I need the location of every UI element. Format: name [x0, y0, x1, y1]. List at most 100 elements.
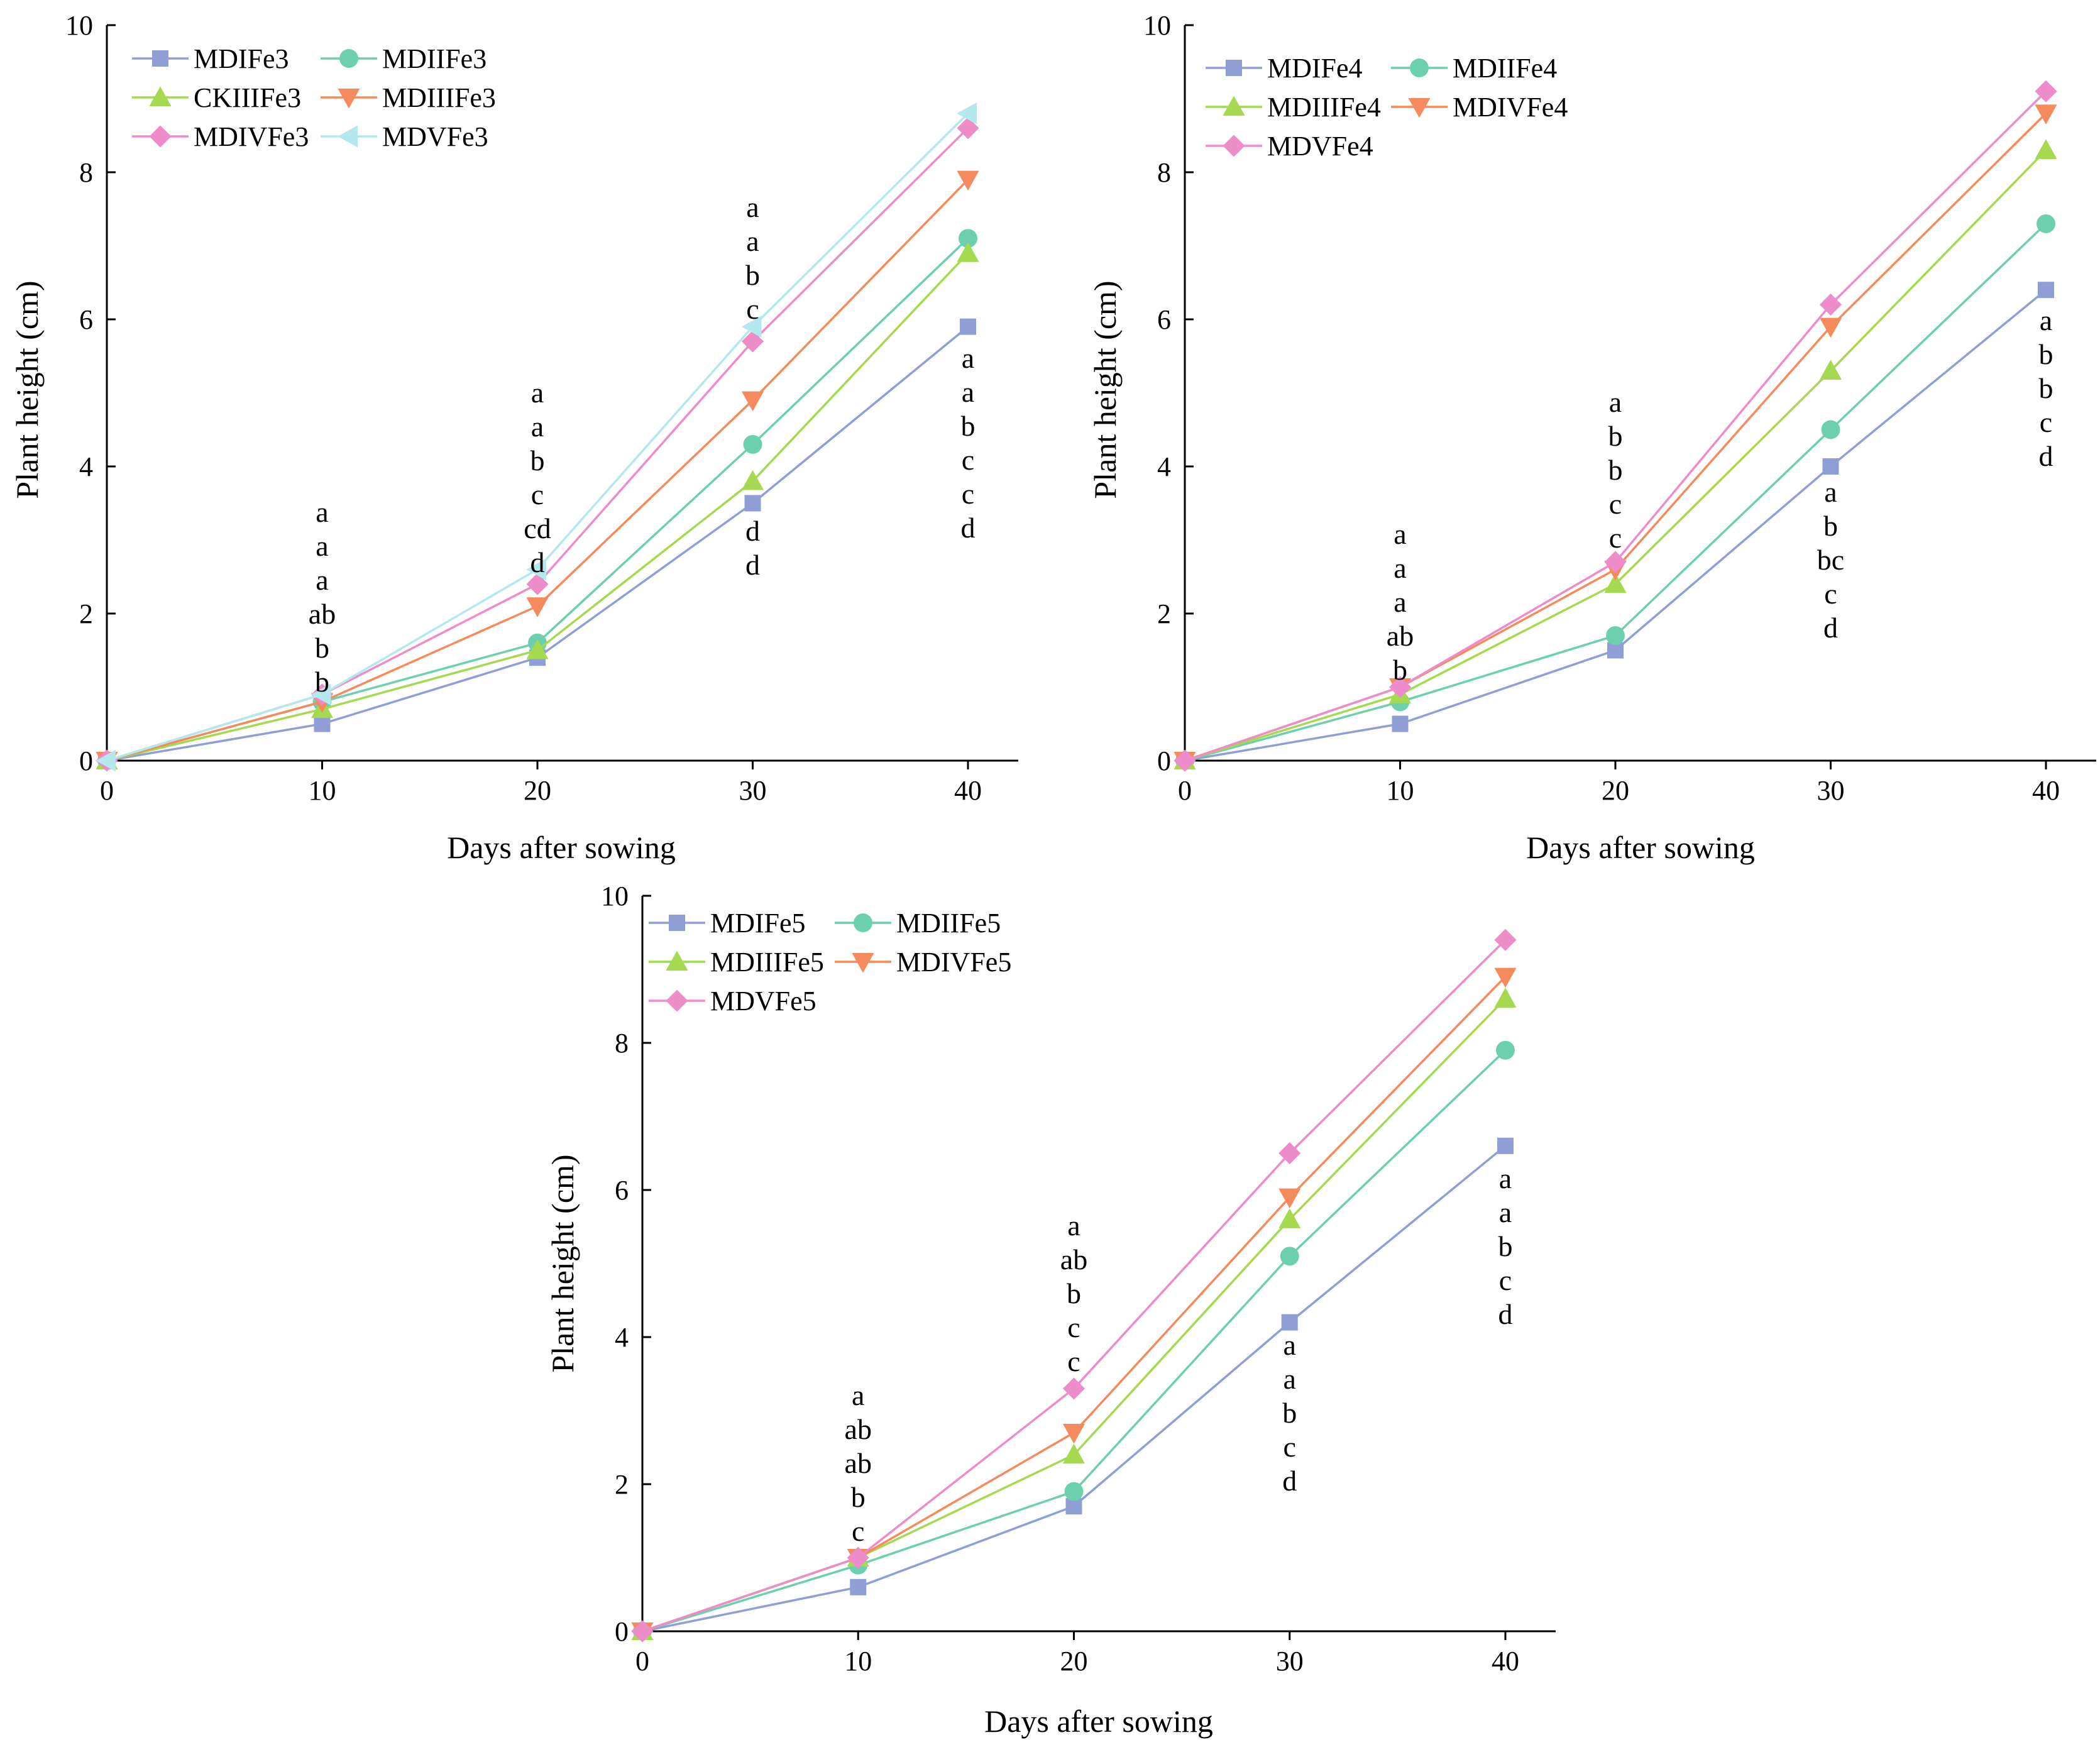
- y-tick-label: 8: [615, 1028, 629, 1059]
- significance-letter: a: [962, 376, 974, 408]
- data-point-MDIIFe4: [1606, 626, 1625, 646]
- legend-label-MDIIFe3: MDIIFe3: [382, 43, 487, 74]
- data-point-MDIFe5: [1281, 1314, 1298, 1331]
- significance-letter: c: [852, 1515, 864, 1547]
- significance-letter: d: [2039, 440, 2053, 472]
- data-point-MDIFe4: [1822, 458, 1839, 475]
- legend-marker-MDIIIFe4: [1223, 96, 1245, 116]
- data-point-MDIIIFe3: [957, 170, 979, 191]
- data-point-MDIVFe3: [957, 117, 979, 140]
- x-tick-label: 30: [739, 775, 767, 806]
- significance-letter: c: [1067, 1345, 1080, 1377]
- data-point-CKIIIFe3: [957, 242, 979, 262]
- significance-letter: b: [315, 666, 329, 698]
- data-point-MDVFe3: [741, 316, 762, 338]
- legend-marker-MDIIFe5: [854, 913, 872, 932]
- significance-letter: b: [745, 259, 760, 291]
- significance-letter: a: [1284, 1363, 1296, 1395]
- data-point-MDIVFe5: [1278, 1188, 1301, 1209]
- panel-2-x-axis-title: Days after sowing: [1526, 830, 1755, 865]
- y-tick-label: 4: [1157, 451, 1171, 482]
- panel-2-y-axis-title: Plant height (cm): [1087, 280, 1123, 498]
- x-tick-label: 20: [1060, 1646, 1088, 1677]
- x-tick-label: 20: [524, 775, 551, 806]
- significance-letter: d: [530, 546, 545, 578]
- significance-letter: b: [1067, 1277, 1081, 1309]
- significance-letter: a: [1394, 586, 1406, 618]
- data-point-MDIIIFe5: [1494, 988, 1517, 1008]
- significance-letter: b: [961, 410, 976, 442]
- significance-letter: c: [1284, 1431, 1296, 1463]
- significance-letter: a: [1609, 386, 1622, 418]
- legend-label-MDIIFe5: MDIIFe5: [896, 908, 1001, 939]
- legend-marker-MDIIFe4: [1410, 58, 1429, 77]
- chart-panel-2: Days after sowing Plant height (cm) 0 10 2…: [1087, 10, 2096, 865]
- data-point-MDIVFe5: [1494, 967, 1517, 988]
- legend-marker-MDVFe3: [338, 125, 358, 148]
- significance-letter: d: [745, 549, 760, 581]
- data-point-MDVFe5: [1062, 1377, 1086, 1400]
- y-tick-label: 4: [79, 451, 93, 482]
- legend-marker-MDIVFe4: [1408, 97, 1431, 118]
- significance-letter: c: [962, 444, 974, 476]
- x-tick-label: 20: [1602, 775, 1629, 806]
- data-point-MDIVFe4: [2035, 104, 2057, 124]
- significance-letter: b: [530, 444, 545, 476]
- significance-letter: a: [852, 1379, 864, 1411]
- significance-letter: c: [1499, 1264, 1512, 1296]
- legend: MDIFe5 MDIIFe5 MDIIIFe5 MDIVFe5 MDVFe5: [649, 908, 1011, 1016]
- legend-label-MDIVFe4: MDIVFe4: [1453, 92, 1568, 123]
- significance-letter: b: [2039, 372, 2053, 404]
- legend-label-MDIIFe4: MDIIFe4: [1453, 53, 1557, 84]
- significance-letter: a: [1499, 1196, 1512, 1228]
- y-tick-label: 6: [1157, 304, 1171, 335]
- data-point-MDIIFe4: [1821, 420, 1840, 439]
- legend-marker-MDIIFe3: [339, 49, 358, 68]
- data-point-MDVFe4: [2035, 80, 2057, 102]
- data-point-MDIIIFe5: [1278, 1208, 1301, 1228]
- data-point-MDIFe5: [850, 1578, 867, 1595]
- significance-letter: c: [2040, 406, 2052, 438]
- legend-label-MDVFe3: MDVFe3: [382, 121, 488, 152]
- data-point-MDIFe4: [2038, 282, 2054, 299]
- x-tick-label: 30: [1276, 1646, 1304, 1677]
- significance-letter: b: [1608, 454, 1623, 486]
- y-tick-label: 6: [79, 304, 93, 335]
- legend-label-MDIVFe3: MDIVFe3: [194, 121, 309, 152]
- x-tick-label: 40: [1492, 1646, 1519, 1677]
- chart-panel-3: Days after sowing Plant height (cm) 0 10 2…: [545, 881, 1556, 1739]
- significance-letter: c: [962, 478, 974, 510]
- y-tick-label: 8: [1157, 157, 1171, 188]
- data-point-MDIIIFe5: [1062, 1443, 1086, 1464]
- x-tick-label: 0: [1178, 775, 1192, 806]
- significance-letter: a: [531, 410, 544, 443]
- significance-letter: bc: [1817, 544, 1844, 576]
- y-tick-label: 10: [1143, 10, 1171, 41]
- data-point-MDIIFe5: [1064, 1482, 1084, 1501]
- data-point-MDIIFe3: [743, 434, 762, 454]
- significance-letter: b: [1393, 654, 1407, 686]
- significance-letter: b: [851, 1481, 866, 1513]
- y-tick-label: 0: [1157, 746, 1171, 776]
- data-point-CKIIIFe3: [741, 470, 764, 490]
- significance-letter: c: [1609, 488, 1622, 520]
- data-point-MDVFe4: [1604, 551, 1627, 573]
- legend-label-MDIFe4: MDIFe4: [1267, 53, 1363, 84]
- legend-marker-MDIFe3: [152, 50, 168, 67]
- data-point-MDIIFe5: [1496, 1040, 1515, 1060]
- significance-letter: c: [1067, 1311, 1080, 1343]
- significance-letter: d: [1823, 612, 1838, 644]
- y-tick-label: 2: [1157, 598, 1171, 629]
- significance-letter: d: [1282, 1465, 1297, 1497]
- data-point-MDVFe4: [1174, 749, 1196, 772]
- data-point-MDIVFe5: [1062, 1424, 1086, 1444]
- y-tick-label: 10: [601, 881, 629, 912]
- legend-label-MDIIIFe3: MDIIIFe3: [382, 82, 496, 113]
- legend-label-MDIVFe5: MDIVFe5: [896, 947, 1011, 978]
- legend-label-MDIIIFe4: MDIIIFe4: [1267, 92, 1381, 123]
- significance-letter: ab: [1060, 1243, 1087, 1275]
- significance-letter: ab: [309, 598, 336, 630]
- significance-letter: a: [2040, 304, 2052, 336]
- significance-letter: b: [1823, 510, 1838, 542]
